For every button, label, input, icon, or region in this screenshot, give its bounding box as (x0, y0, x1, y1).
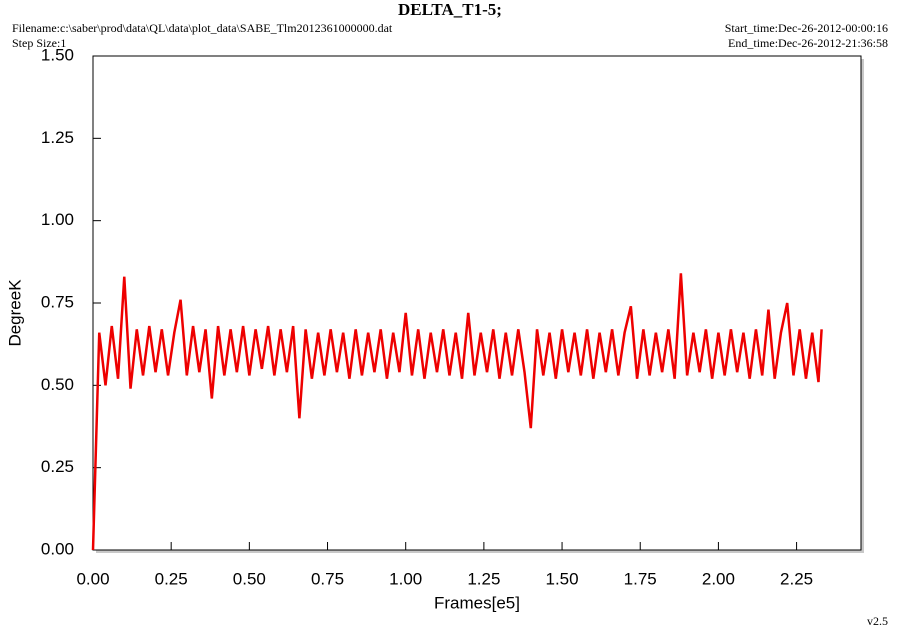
y-tick-label: 0.00 (41, 539, 74, 558)
x-tick-label: 1.75 (624, 569, 657, 588)
filename: Filename:c:\saber\prod\data\QL\data\plot… (12, 21, 393, 35)
x-tick-label: 0.75 (311, 569, 344, 588)
x-tick-label: 2.00 (702, 569, 735, 588)
x-tick-label: 1.50 (546, 569, 579, 588)
step-size: Step Size:1 (12, 36, 66, 50)
y-tick-label: 1.50 (41, 45, 74, 64)
x-tick-label: 0.00 (76, 569, 109, 588)
x-axis-label: Frames[e5] (434, 593, 520, 612)
x-tick-label: 0.50 (233, 569, 266, 588)
y-tick-label: 0.75 (41, 292, 74, 311)
x-tick-label: 0.25 (155, 569, 188, 588)
start-time: Start_time:Dec-26-2012-00:00:16 (725, 21, 888, 35)
y-tick-label: 0.50 (41, 375, 74, 394)
end-time: End_time:Dec-26-2012-21:36:58 (728, 36, 888, 50)
y-tick-label: 1.25 (41, 128, 74, 147)
y-tick-label: 0.25 (41, 457, 74, 476)
x-tick-label: 1.25 (467, 569, 500, 588)
y-axis-label: DegreeK (5, 279, 24, 347)
x-tick-label: 1.00 (389, 569, 422, 588)
data-line (91, 273, 823, 551)
chart-title: DELTA_T1-5; (398, 0, 502, 19)
plot-area (92, 55, 862, 551)
y-tick-label: 1.00 (41, 210, 74, 229)
version: v2.5 (867, 614, 888, 628)
x-tick-label: 2.25 (780, 569, 813, 588)
